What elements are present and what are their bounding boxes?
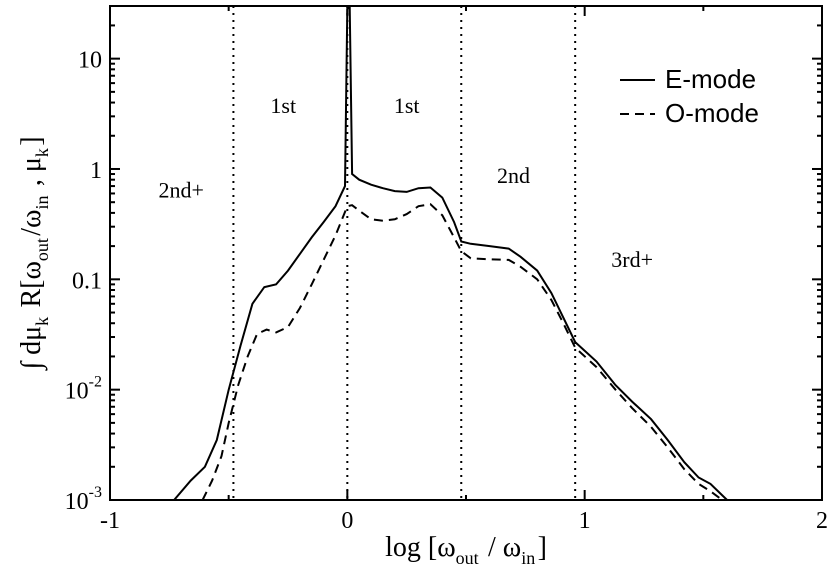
series-line-e-mode <box>173 6 728 500</box>
x-axis-title: log [ωout / ωin ] <box>385 532 547 568</box>
x-axis: -1 0 1 2 <box>100 6 828 534</box>
x-tick-label: 0 <box>341 508 353 534</box>
y-tick-label: 0.1 <box>72 268 102 294</box>
series-group <box>173 6 728 500</box>
region-divider-lines <box>232 6 577 500</box>
y-tick-label: 10 <box>78 48 102 74</box>
y-axis-title: ∫ dμk R[ωout /ωin , μk ] <box>16 136 52 371</box>
region-label: 3rd+ <box>611 247 653 272</box>
y-tick-label: 10-2 <box>65 374 102 405</box>
legend-label: E-mode <box>665 64 756 94</box>
legend-label: O-mode <box>665 98 759 128</box>
region-label: 2nd+ <box>158 178 203 203</box>
x-axis-label: log [ωout / ωin ] <box>385 532 547 568</box>
y-tick-label: 1 <box>90 158 102 184</box>
y-axis: 10-3 10-2 0.1 1 10 <box>65 5 822 515</box>
region-labels: 2nd+ 1st 1st 2nd 3rd+ <box>158 93 653 272</box>
y-axis-label: ∫ dμk R[ωout /ωin , μk ] <box>16 136 52 371</box>
legend: E-mode O-mode <box>620 64 759 128</box>
region-label: 2nd <box>497 163 530 188</box>
y-tick-label: 10-3 <box>65 484 102 515</box>
x-tick-label: -1 <box>100 508 120 534</box>
x-tick-label: 2 <box>816 508 828 534</box>
region-label: 1st <box>270 93 296 118</box>
series-line-o-mode <box>201 203 723 500</box>
x-tick-label: 1 <box>579 508 591 534</box>
region-label: 1st <box>394 93 420 118</box>
